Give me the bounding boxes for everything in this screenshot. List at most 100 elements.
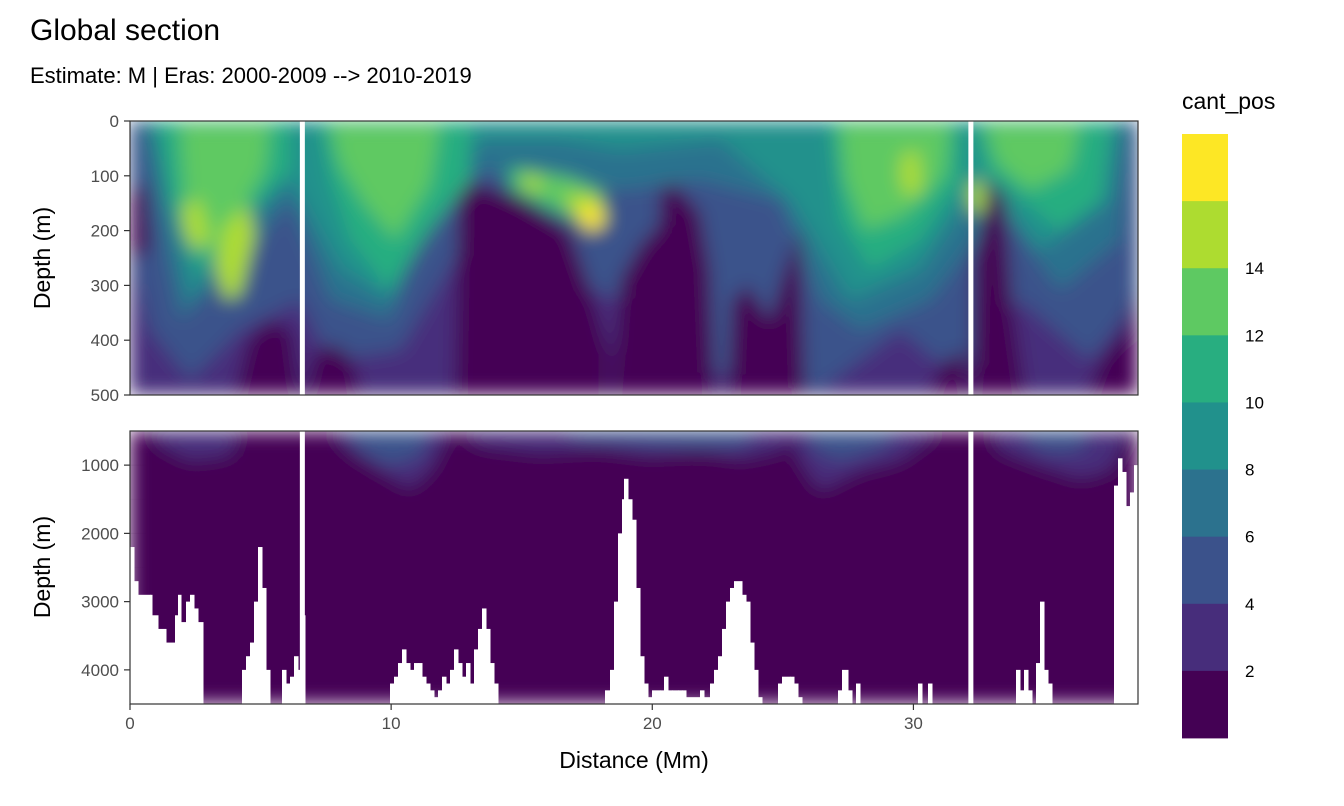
x-tick-label: 20 [643, 714, 662, 733]
seafloor-mask [138, 594, 151, 704]
seafloor-mask [246, 656, 251, 704]
seafloor-mask [610, 669, 615, 704]
seafloor-mask [618, 533, 623, 704]
seafloor-mask [152, 615, 159, 704]
field-contour-band [150, 431, 240, 460]
seafloor-mask [652, 690, 661, 704]
seafloor-mask [1020, 690, 1025, 704]
field-contour-band [990, 431, 1130, 478]
seafloor-mask [928, 683, 933, 704]
seafloor-mask [486, 628, 491, 704]
legend-swatch [1182, 469, 1228, 538]
seafloor-mask [726, 601, 731, 704]
section-break-line [968, 121, 974, 395]
seafloor-mask [254, 601, 259, 704]
legend-swatch [1182, 536, 1228, 605]
field-contour-band [130, 185, 150, 260]
seafloor-mask [181, 622, 187, 704]
lower-y-axis-title: Depth (m) [29, 516, 55, 618]
field-contour-band [840, 125, 950, 230]
seafloor-mask [258, 547, 263, 704]
field-contour-band [579, 202, 604, 232]
seafloor-mask [406, 663, 411, 704]
field-contour-band [522, 176, 542, 192]
legend-swatch [1182, 402, 1228, 470]
y-tick-label: 4000 [81, 661, 119, 680]
seafloor-mask [422, 676, 427, 704]
y-tick-label: 400 [91, 331, 119, 350]
seafloor-mask [632, 519, 637, 704]
section-break-line [968, 431, 974, 704]
x-tick-label: 0 [125, 714, 134, 733]
seafloor-mask [175, 615, 179, 704]
field-contour-band [805, 431, 900, 460]
seafloor-mask [778, 683, 783, 704]
seafloor-mask [1040, 601, 1045, 704]
seafloor-mask [454, 649, 459, 704]
legend-break-label: 12 [1245, 326, 1264, 345]
seafloor-mask [660, 690, 665, 704]
upper-panel-border [129, 120, 1139, 396]
seafloor-mask [398, 663, 403, 704]
seafloor-mask [250, 642, 255, 704]
seafloor-mask [178, 594, 182, 704]
field-contour-band [345, 431, 430, 465]
field-contour-band [900, 150, 922, 198]
seafloor-mask [490, 663, 495, 704]
seafloor-mask [1114, 485, 1119, 704]
seafloor-mask [718, 656, 723, 704]
seafloor-mask [450, 669, 455, 704]
seafloor-mask [704, 697, 711, 704]
seafloor-mask [158, 628, 167, 704]
y-tick-label: 500 [91, 386, 119, 405]
seafloor-mask [664, 676, 669, 704]
field-contour-band [655, 184, 715, 395]
seafloor-mask [198, 622, 204, 704]
seafloor-mask [686, 697, 701, 704]
legend-swatch [1182, 268, 1228, 336]
seafloor-mask [438, 690, 443, 704]
seafloor-mask [648, 697, 653, 704]
seafloor-mask [678, 690, 683, 704]
seafloor-mask [782, 676, 791, 704]
seafloor-mask [166, 642, 176, 704]
legend-swatch [1182, 134, 1228, 202]
seafloor-mask [798, 697, 803, 704]
seafloor-mask [838, 690, 843, 704]
x-tick-label: 30 [904, 714, 923, 733]
seafloor-mask [458, 663, 463, 704]
seafloor-mask [605, 690, 611, 704]
field-contour-band [1088, 290, 1138, 395]
seafloor-mask [402, 649, 407, 704]
lower-panel-border [129, 430, 1139, 705]
legend-break-label: 14 [1245, 259, 1264, 278]
seafloor-mask [446, 683, 451, 704]
seafloor-mask [842, 669, 849, 704]
seafloor-mask [644, 683, 649, 704]
seafloor-mask [242, 669, 247, 704]
legend-break-label: 8 [1245, 461, 1254, 480]
field-contour-band [182, 200, 210, 252]
seafloor-mask [1048, 683, 1053, 704]
seafloor-mask [186, 601, 191, 704]
seafloor-mask [714, 669, 719, 704]
legend-swatch [1182, 670, 1228, 739]
seafloor-mask [410, 669, 415, 704]
seafloor-mask [418, 663, 423, 704]
x-tick-label: 10 [382, 714, 401, 733]
seafloor-mask [286, 683, 291, 704]
field-contour-band [930, 350, 968, 395]
seafloor-mask [636, 587, 641, 704]
section-break-line [299, 431, 305, 704]
seafloor-mask [1044, 669, 1049, 704]
legend-swatch [1182, 603, 1228, 672]
x-axis-title: Distance (Mm) [559, 747, 709, 773]
seafloor-mask [282, 669, 287, 704]
seafloor-mask [442, 676, 447, 704]
field-contour-band [215, 205, 255, 300]
seafloor-mask [290, 676, 295, 704]
seafloor-mask [1118, 458, 1123, 704]
field-contour-band [455, 182, 610, 395]
seafloor-mask [668, 690, 673, 704]
